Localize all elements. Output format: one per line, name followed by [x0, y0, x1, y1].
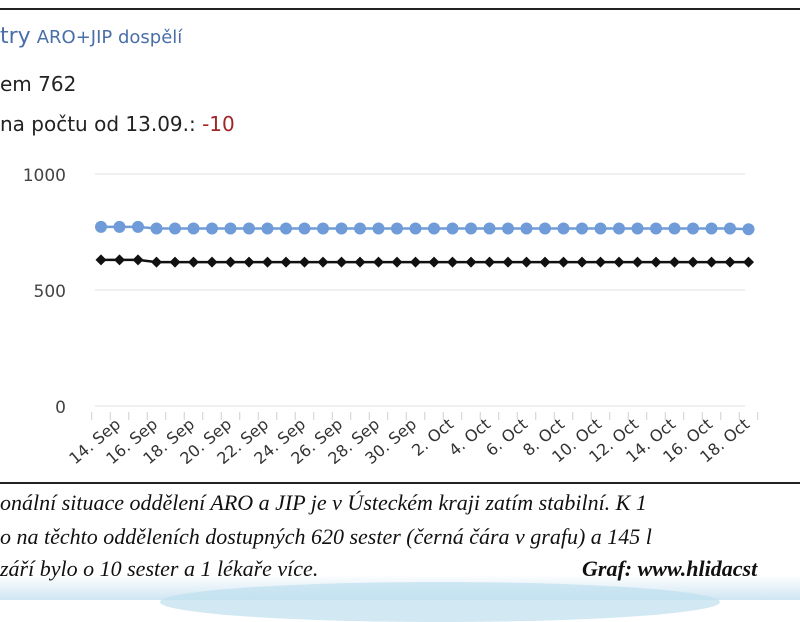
data-point: [243, 222, 255, 235]
data-point: [114, 254, 125, 266]
data-point: [595, 256, 606, 268]
data-point: [317, 222, 329, 235]
y-tick-label: 1000: [23, 166, 66, 186]
caption-line-1: onální situace oddělení ARO a JIP je v Ú…: [0, 490, 647, 515]
data-point: [428, 222, 440, 235]
data-point: [687, 222, 699, 235]
x-tick-label: 6. Oct: [482, 415, 531, 460]
caption-line-3: září bylo o 10 sester a 1 lékaře více.: [0, 556, 319, 581]
data-point: [261, 222, 274, 235]
data-point: [335, 222, 348, 235]
data-point: [520, 222, 533, 235]
chart-header-title: try ARO+JIP dospělí: [0, 24, 182, 49]
total-label: em: [0, 72, 32, 96]
data-point: [410, 256, 421, 268]
data-point: [502, 256, 514, 268]
data-point: [95, 220, 107, 233]
data-point: [373, 256, 384, 268]
decorative-swoosh: [160, 582, 720, 622]
photo-caption: onální situace oddělení ARO a JIP je v Ú…: [0, 486, 800, 622]
data-point: [669, 256, 680, 268]
data-point: [724, 256, 736, 268]
data-point: [483, 222, 496, 235]
data-point: [557, 222, 570, 235]
data-point: [298, 222, 311, 235]
caption-credit: Graf: www.hlidacst: [582, 556, 758, 581]
data-point: [262, 256, 273, 268]
data-point: [539, 222, 551, 235]
change-value: -10: [202, 112, 235, 136]
data-point: [742, 223, 755, 236]
data-point: [354, 256, 366, 268]
data-point: [594, 222, 607, 235]
data-point: [280, 222, 292, 235]
data-point: [613, 222, 625, 235]
data-point: [95, 254, 107, 266]
data-point: [354, 222, 366, 235]
data-point: [521, 256, 532, 268]
data-point: [687, 256, 699, 268]
data-point: [132, 220, 144, 233]
data-point: [558, 256, 569, 268]
data-point: [706, 256, 717, 268]
data-point: [465, 222, 477, 235]
data-point: [243, 256, 255, 268]
total-count: em 762: [0, 72, 76, 96]
data-point: [391, 222, 403, 235]
chart-panel: try ARO+JIP dospělí em 762 na počtu od 13…: [0, 8, 800, 484]
data-point: [391, 256, 403, 268]
change-label: na počtu od 13.09.:: [0, 112, 196, 136]
data-point: [225, 256, 236, 268]
data-point: [447, 256, 458, 268]
data-point: [705, 222, 718, 235]
data-point: [151, 256, 162, 268]
data-point: [206, 222, 218, 235]
data-point: [317, 256, 329, 268]
total-value: 762: [38, 72, 77, 96]
change-since-date: na počtu od 13.09.: -10: [0, 112, 235, 136]
data-point: [650, 256, 662, 268]
data-point: [539, 256, 551, 268]
data-point: [187, 222, 200, 235]
data-point: [409, 222, 422, 235]
y-tick-label: 500: [34, 282, 66, 302]
chart-subtitle: ARO+JIP dospělí: [36, 27, 183, 48]
data-point: [576, 222, 588, 235]
x-tick-label: 2. Oct: [408, 415, 457, 460]
data-point: [465, 256, 477, 268]
data-point: [650, 222, 662, 235]
x-tick-label: 4. Oct: [445, 415, 494, 460]
data-point: [280, 256, 292, 268]
data-point: [206, 256, 218, 268]
data-point: [632, 256, 643, 268]
data-point: [446, 222, 459, 235]
data-point: [188, 256, 199, 268]
data-point: [743, 256, 754, 268]
data-point: [668, 222, 681, 235]
data-point: [336, 256, 347, 268]
data-point: [724, 222, 736, 235]
data-point: [613, 256, 625, 268]
data-point: [299, 256, 310, 268]
data-point: [502, 222, 514, 235]
data-point: [576, 256, 588, 268]
caption-line-2: o na těchto odděleních dostupných 620 se…: [0, 524, 652, 549]
data-point: [631, 222, 644, 235]
data-point: [372, 222, 385, 235]
data-point: [169, 222, 181, 235]
chart-title: try: [0, 24, 31, 49]
y-tick-label: 0: [55, 398, 66, 418]
data-point: [484, 256, 495, 268]
data-point: [428, 256, 440, 268]
data-point: [169, 256, 181, 268]
data-point: [224, 222, 237, 235]
data-point: [113, 220, 126, 233]
data-point: [132, 254, 144, 266]
data-point: [150, 222, 163, 235]
